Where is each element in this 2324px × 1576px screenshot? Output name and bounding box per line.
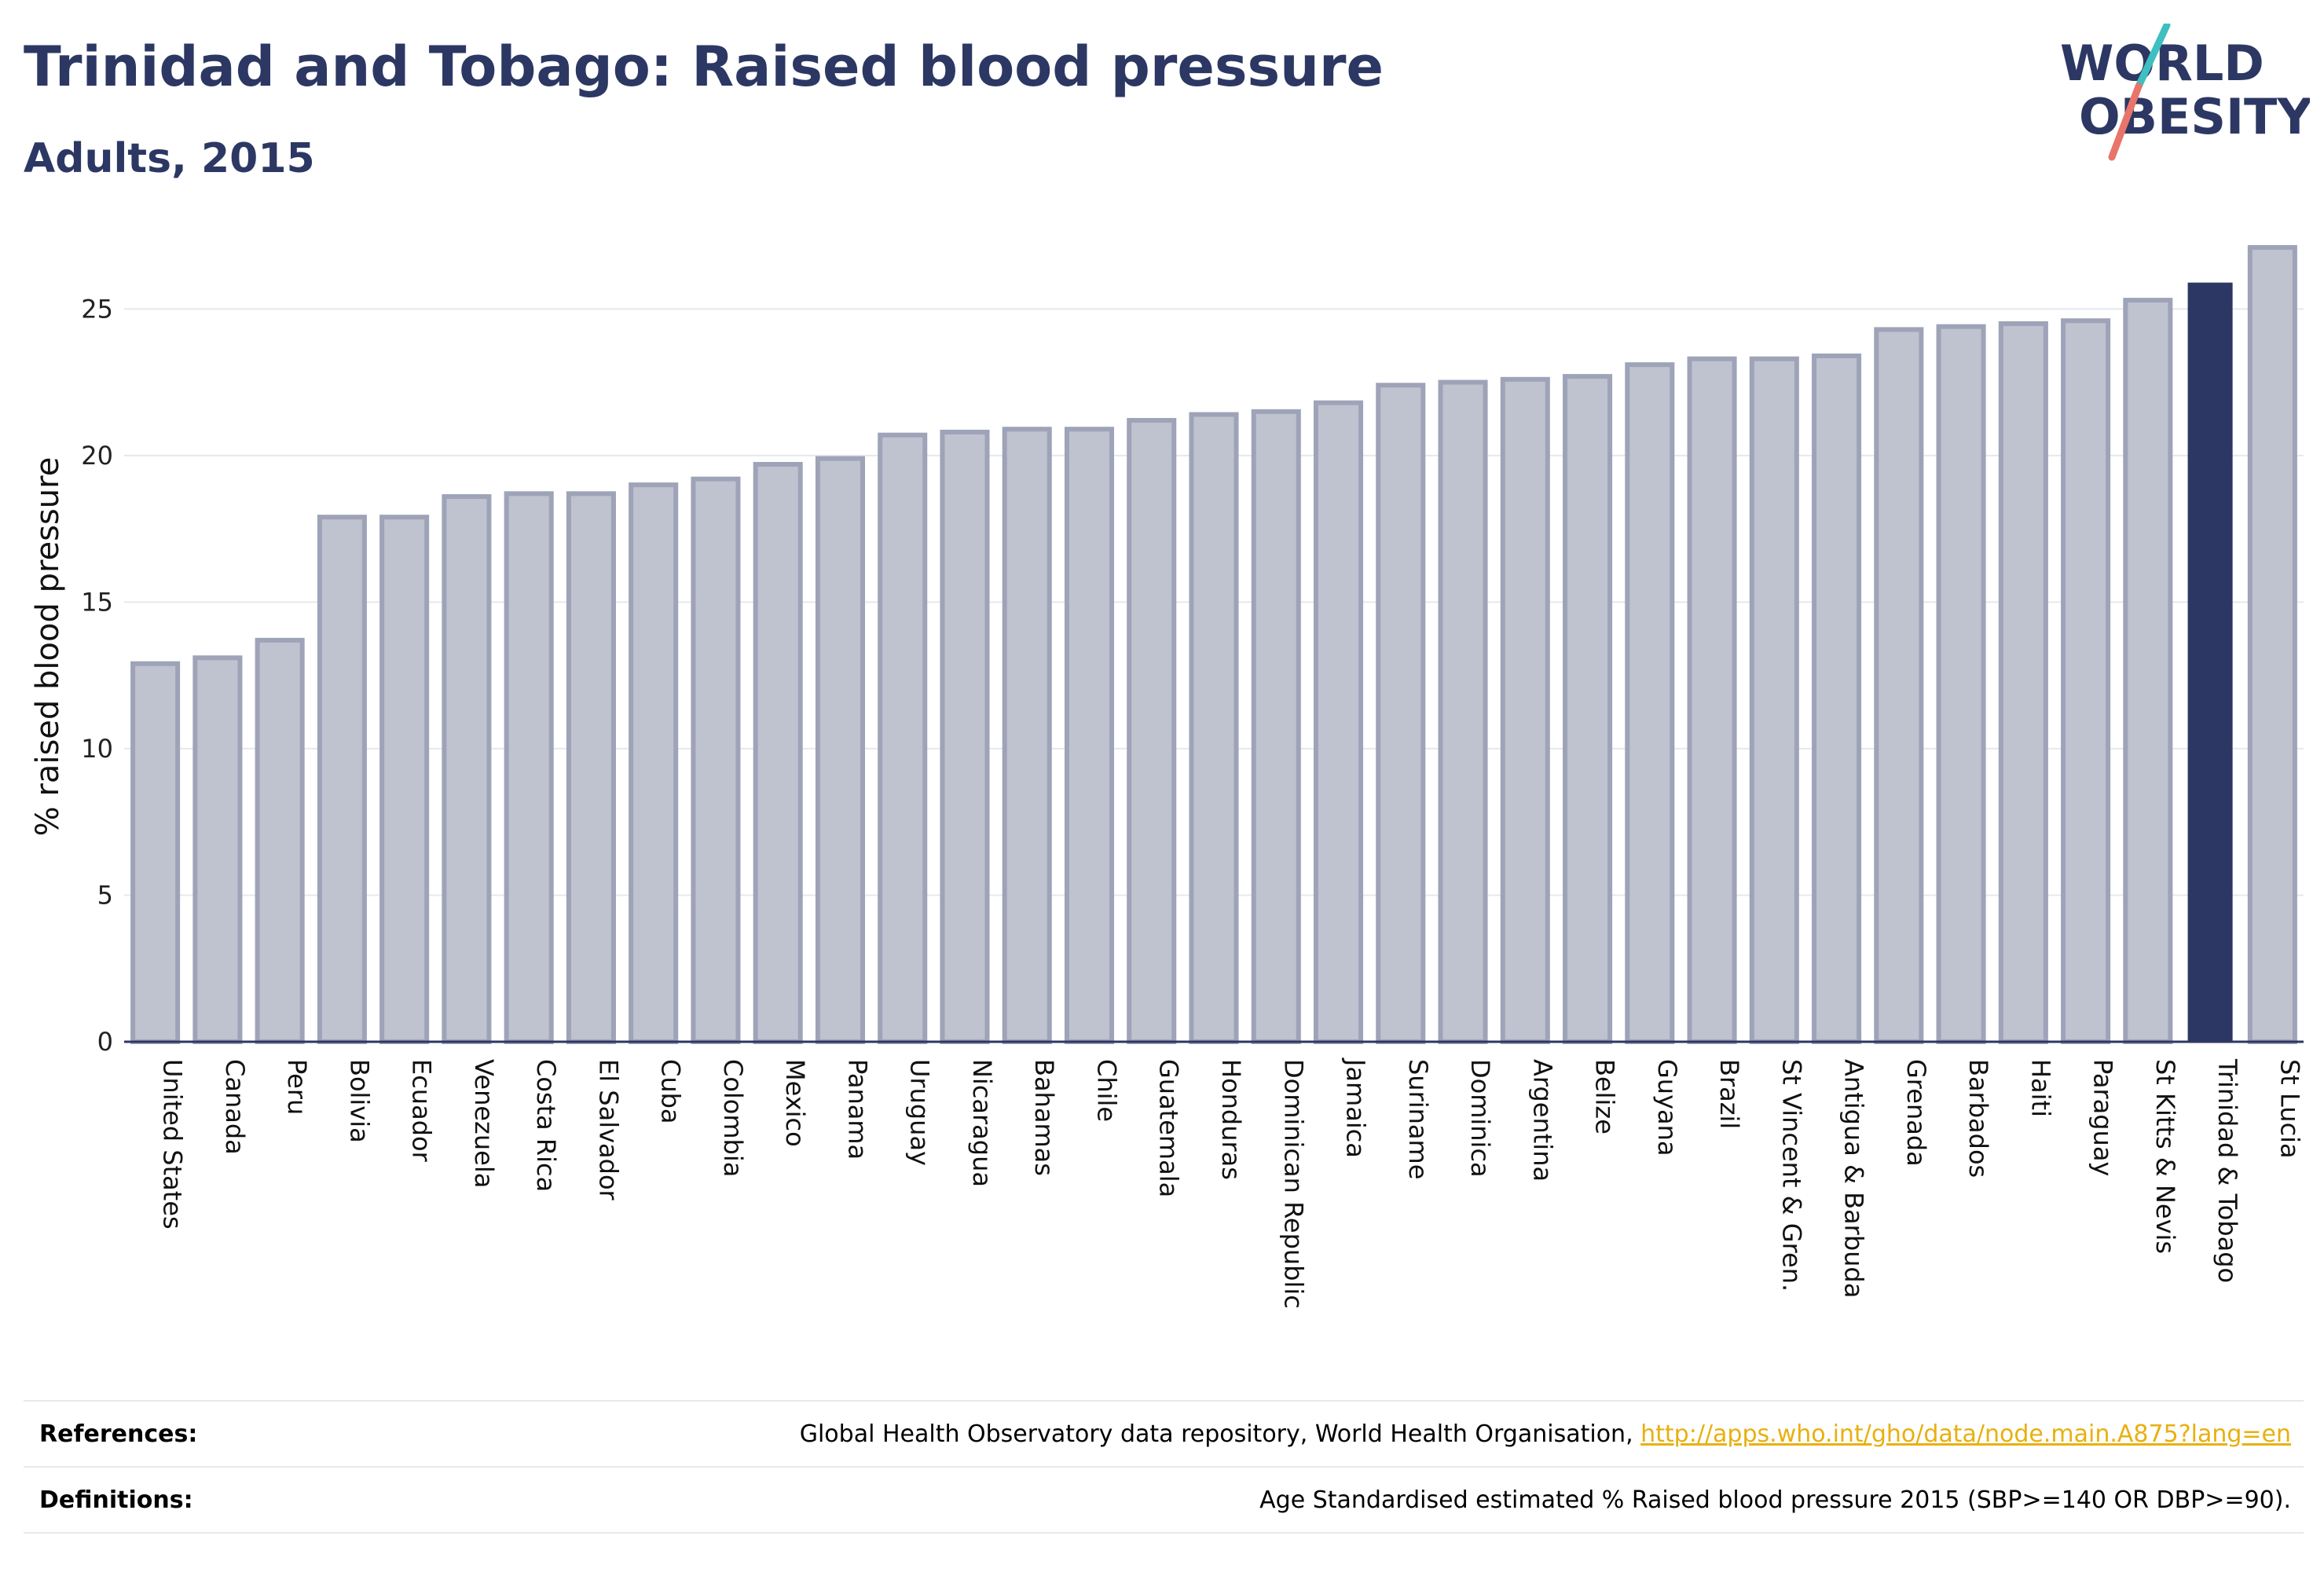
bar xyxy=(1625,362,1675,1045)
x-tick-label: Canada xyxy=(220,1059,250,1155)
bar xyxy=(2123,298,2173,1044)
x-tick-label: Jamaica xyxy=(1341,1057,1371,1158)
footer-divider-bottom xyxy=(24,1532,2304,1534)
bar xyxy=(2187,282,2233,1042)
references-row: References: Global Health Observatory da… xyxy=(24,1402,2304,1466)
bar xyxy=(1687,356,1737,1044)
footer-divider-top xyxy=(24,1400,2304,1402)
x-tick-label: Guatemala xyxy=(1154,1059,1184,1197)
bar xyxy=(1251,409,1301,1044)
y-tick-label: 15 xyxy=(81,587,113,617)
x-tick-label: Uruguay xyxy=(905,1059,935,1166)
logo-slash-coral xyxy=(2108,82,2143,161)
bar xyxy=(317,515,367,1044)
references-source: Global Health Observatory data repositor… xyxy=(799,1420,1641,1448)
x-tick-label: Brazil xyxy=(1714,1059,1744,1129)
bar xyxy=(691,476,741,1044)
x-tick-label: Antigua & Barbuda xyxy=(1839,1059,1869,1298)
x-tick-label: El Salvador xyxy=(593,1059,623,1201)
x-tick-label: Suriname xyxy=(1403,1059,1433,1179)
definitions-text: Age Standardised estimated % Raised bloo… xyxy=(1259,1486,2291,1514)
bar xyxy=(504,491,554,1044)
bar xyxy=(1500,376,1550,1044)
y-tick-label: 25 xyxy=(81,294,113,324)
world-obesity-logo: WORLD OBESITY xyxy=(2060,24,2310,161)
y-axis-label: % raised blood pressure xyxy=(30,457,66,837)
x-tick-label: St Vincent & Gren. xyxy=(1776,1059,1806,1292)
bar xyxy=(1749,356,1799,1044)
bar xyxy=(2061,318,2111,1044)
bar xyxy=(1313,400,1364,1044)
logo-slash-teal xyxy=(2135,24,2171,90)
bar xyxy=(130,661,181,1044)
definitions-label: Definitions: xyxy=(39,1486,193,1514)
x-tick-label: Bolivia xyxy=(344,1059,374,1143)
bar xyxy=(1936,324,1986,1044)
x-tick-label: United States xyxy=(158,1059,188,1230)
footer-divider-middle xyxy=(24,1466,2304,1468)
bar xyxy=(1812,353,1862,1044)
x-tick-label: Dominica xyxy=(1465,1059,1495,1178)
x-tick-label: Dominican Republic xyxy=(1278,1059,1308,1309)
chart-subtitle: Adults, 2015 xyxy=(24,135,315,182)
bar xyxy=(815,456,865,1044)
bar xyxy=(192,655,243,1044)
x-tick-label: St Lucia xyxy=(2275,1059,2304,1159)
bar xyxy=(1438,379,1488,1044)
bar xyxy=(629,482,679,1044)
references-text: Global Health Observatory data repositor… xyxy=(800,1420,2304,1448)
bar xyxy=(1189,412,1239,1044)
bar xyxy=(1127,418,1177,1044)
y-tick-label: 5 xyxy=(97,880,113,910)
y-tick-label: 10 xyxy=(81,734,113,764)
x-tick-label: Venezuela xyxy=(469,1059,499,1188)
x-tick-label: Bahamas xyxy=(1029,1059,1059,1176)
bar xyxy=(2247,244,2297,1044)
references-link[interactable]: http://apps.who.int/gho/data/node.main.A… xyxy=(1640,1420,2291,1448)
footer: References: Global Health Observatory da… xyxy=(24,1400,2304,1541)
x-tick-label: Paraguay xyxy=(2088,1059,2118,1176)
x-tick-label: Honduras xyxy=(1216,1059,1246,1180)
bar xyxy=(1064,427,1115,1044)
x-tick-label: Colombia xyxy=(718,1059,748,1177)
y-tick-label: 0 xyxy=(97,1027,113,1057)
bar xyxy=(940,429,990,1044)
x-tick-label: Belize xyxy=(1590,1059,1620,1134)
x-tick-label: Cuba xyxy=(656,1059,686,1124)
bar xyxy=(878,432,928,1044)
bar xyxy=(1998,321,2048,1045)
x-tick-label: Peru xyxy=(282,1059,312,1115)
y-tick-label: 20 xyxy=(81,441,113,471)
x-tick-label: Ecuador xyxy=(407,1059,437,1163)
bar xyxy=(1874,327,1924,1044)
x-tick-label: Costa Rica xyxy=(531,1059,561,1192)
bar xyxy=(1563,374,1613,1045)
x-tick-label: Trinidad & Tobago xyxy=(2212,1058,2242,1283)
definitions-row: Definitions: Age Standardised estimated … xyxy=(24,1468,2304,1532)
x-tick-label: Guyana xyxy=(1652,1059,1682,1156)
x-tick-label: Nicaragua xyxy=(967,1059,997,1187)
bar xyxy=(255,637,305,1045)
x-tick-label: Argentina xyxy=(1527,1059,1557,1182)
chart-title: Trinidad and Tobago: Raised blood pressu… xyxy=(24,35,1384,99)
x-tick-label: Chile xyxy=(1091,1059,1121,1122)
bar xyxy=(753,462,803,1044)
bar xyxy=(566,491,616,1044)
logo-word-world: WORLD xyxy=(2060,35,2264,92)
bar xyxy=(1376,383,1426,1044)
x-tick-label: Grenada xyxy=(1901,1059,1931,1167)
bar xyxy=(1002,427,1052,1044)
x-tick-label: Barbados xyxy=(1963,1059,1993,1178)
x-tick-label: Panama xyxy=(842,1059,872,1160)
references-label: References: xyxy=(39,1420,198,1448)
bar xyxy=(442,494,492,1044)
x-tick-label: St Kitts & Nevis xyxy=(2150,1059,2180,1254)
bar-chart: 0 5 10 15 20 25 United States Canada Peru Bolivia… xyxy=(30,244,2304,1309)
x-tick-label: Mexico xyxy=(780,1059,810,1147)
bar xyxy=(379,515,430,1044)
x-tick-label: Haiti xyxy=(2025,1059,2055,1117)
